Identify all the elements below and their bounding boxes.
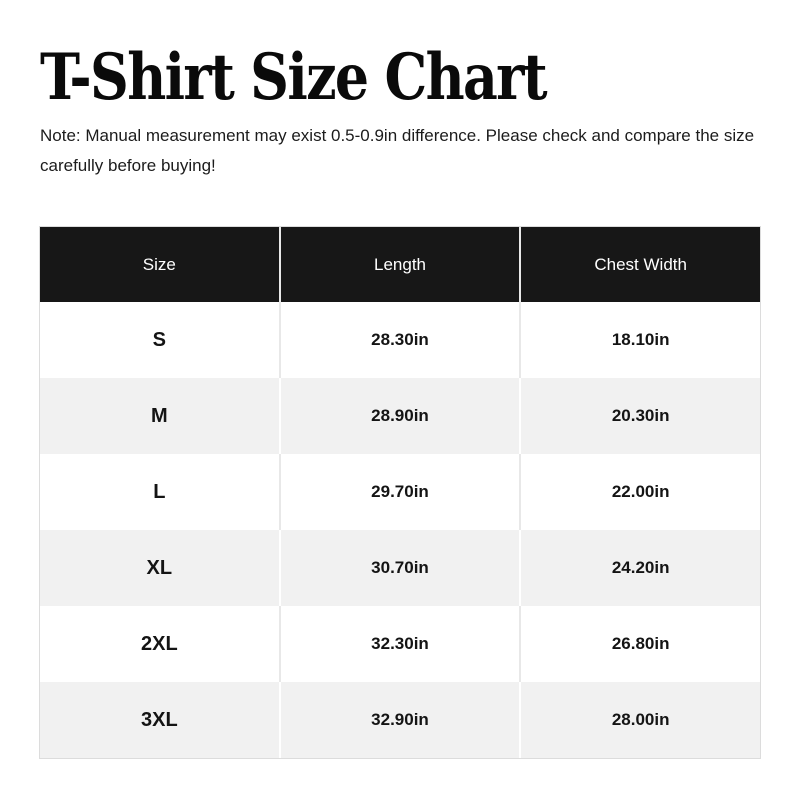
table-row: L 29.70in 22.00in (40, 454, 760, 530)
cell-size: 2XL (40, 606, 281, 682)
cell-length: 32.30in (281, 606, 522, 682)
cell-size: M (40, 378, 281, 454)
cell-size: 3XL (40, 682, 281, 758)
cell-chest-width: 22.00in (611, 482, 670, 501)
cell-chest-width: 28.00in (611, 710, 670, 729)
table-row: XL 30.70in 24.20in (40, 530, 760, 606)
size-chart-table: Size Length Chest Width S 28.30in 18.10i… (39, 226, 761, 759)
header-cell-chest-width: Chest Width (594, 254, 687, 274)
cell-length: 28.90in (281, 378, 522, 454)
cell-size: XL (40, 530, 281, 606)
page-title: T-Shirt Size Chart (40, 40, 548, 115)
table-row: M 28.90in 20.30in (40, 378, 760, 454)
cell-length: 29.70in (281, 454, 522, 530)
cell-length: 32.90in (281, 682, 522, 758)
cell-chest-width: 26.80in (611, 634, 670, 653)
cell-chest-width: 18.10in (611, 330, 670, 349)
cell-size: L (40, 454, 281, 530)
cell-length: 30.70in (281, 530, 522, 606)
table-row: S 28.30in 18.10in (40, 302, 760, 378)
table-row: 2XL 32.30in 26.80in (40, 606, 760, 682)
note-text: Note: Manual measurement may exist 0.5-0… (40, 126, 755, 175)
table-header-row: Size Length Chest Width (40, 227, 760, 302)
cell-size: S (40, 302, 281, 378)
cell-chest-width: 20.30in (611, 406, 670, 425)
cell-chest-width: 24.20in (611, 558, 670, 577)
cell-length: 28.30in (281, 302, 522, 378)
header-cell-length: Length (281, 227, 522, 302)
header-cell-size: Size (40, 227, 281, 302)
table-row: 3XL 32.90in 28.00in (40, 682, 760, 758)
